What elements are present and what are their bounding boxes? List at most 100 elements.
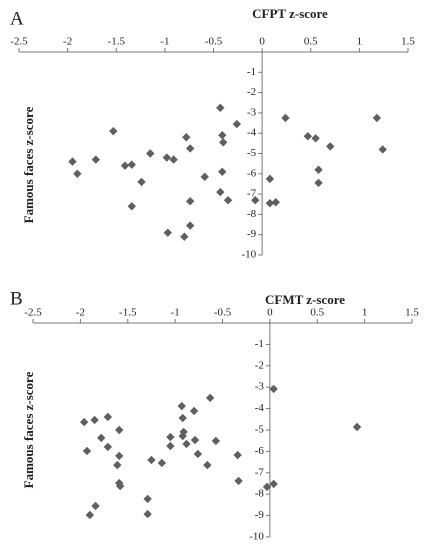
y-tick-label: -9	[247, 228, 257, 240]
x-tick-label: 1.5	[401, 36, 415, 48]
point	[97, 433, 106, 443]
point	[218, 131, 227, 140]
point	[185, 197, 195, 206]
y-tick-label: -5	[247, 147, 257, 159]
point	[143, 494, 152, 504]
chart-title: CFMT z-score	[265, 292, 345, 307]
y-axis-title: Famous faces z-score	[21, 371, 36, 488]
x-tick-label: -0.5	[214, 307, 232, 319]
point	[234, 476, 243, 486]
y-tick-label: -6	[247, 167, 257, 179]
point	[251, 195, 260, 205]
x-tick-label: 0.5	[304, 36, 318, 48]
point	[223, 195, 233, 205]
point	[182, 439, 191, 449]
point	[68, 157, 77, 166]
point	[218, 167, 227, 176]
y-tick-label: -5	[255, 424, 265, 436]
point	[372, 113, 382, 123]
point	[115, 481, 125, 491]
panel-label: A	[10, 8, 24, 29]
point	[378, 145, 387, 154]
x-tick-label: 0	[267, 307, 273, 319]
point	[179, 427, 188, 437]
point	[73, 169, 82, 178]
point	[180, 232, 189, 241]
point	[211, 436, 221, 446]
point	[162, 153, 172, 162]
point	[79, 417, 89, 427]
y-tick-label: -1	[255, 338, 264, 350]
x-tick-label: -1	[171, 307, 180, 319]
point	[269, 479, 278, 489]
point	[90, 415, 99, 425]
y-tick-label: -2	[255, 359, 264, 371]
point	[127, 160, 137, 169]
x-tick-label: 1.5	[405, 307, 419, 319]
y-tick-label: -8	[255, 488, 265, 500]
x-tick-label: 0.5	[310, 307, 324, 319]
point	[303, 132, 313, 141]
point	[190, 435, 200, 445]
y-tick-label: -10	[241, 249, 256, 261]
y-tick-label: -7	[247, 188, 257, 200]
point	[82, 446, 92, 456]
chart-title: CFPT z-score	[252, 6, 328, 21]
x-tick-label: 1	[362, 307, 368, 319]
point	[169, 155, 178, 164]
point	[314, 178, 323, 188]
point	[200, 172, 209, 182]
x-tick-label: 0	[259, 36, 265, 48]
point	[352, 422, 362, 432]
point	[205, 393, 215, 403]
point	[185, 221, 195, 230]
point	[177, 401, 186, 411]
point	[146, 149, 155, 158]
y-tick-label: -4	[255, 402, 265, 414]
point	[281, 113, 290, 123]
point	[232, 119, 242, 129]
point	[265, 174, 275, 184]
y-tick-label: -10	[249, 531, 264, 543]
point	[193, 449, 203, 459]
point	[166, 441, 175, 451]
point	[157, 458, 167, 468]
y-tick-label: -7	[255, 466, 265, 478]
point	[109, 126, 118, 136]
point	[216, 103, 225, 113]
point	[143, 509, 152, 519]
point	[326, 142, 335, 151]
point	[219, 138, 228, 147]
point	[113, 460, 122, 470]
point	[115, 425, 124, 435]
x-tick-label: -2	[63, 36, 72, 48]
y-tick-label: -3	[255, 381, 265, 393]
y-tick-label: -3	[247, 106, 257, 118]
point	[185, 144, 195, 153]
point	[166, 432, 175, 442]
point	[127, 202, 137, 211]
point	[85, 510, 95, 520]
point	[189, 406, 199, 416]
point	[163, 228, 172, 237]
point	[115, 451, 124, 461]
y-tick-label: -4	[247, 127, 257, 139]
point	[103, 442, 113, 452]
point	[182, 133, 191, 142]
point	[314, 165, 323, 174]
point	[265, 199, 275, 208]
panel-label: B	[10, 288, 23, 309]
point	[233, 450, 242, 460]
point	[103, 412, 113, 422]
point	[262, 482, 272, 492]
x-tick-label: -2	[76, 307, 85, 319]
x-tick-label: -2.5	[10, 36, 28, 48]
point	[137, 177, 146, 187]
point	[311, 134, 320, 143]
point	[91, 501, 100, 511]
point	[147, 455, 156, 465]
y-tick-label: -1	[247, 66, 256, 78]
point	[203, 460, 212, 470]
y-tick-label: -8	[247, 208, 257, 220]
